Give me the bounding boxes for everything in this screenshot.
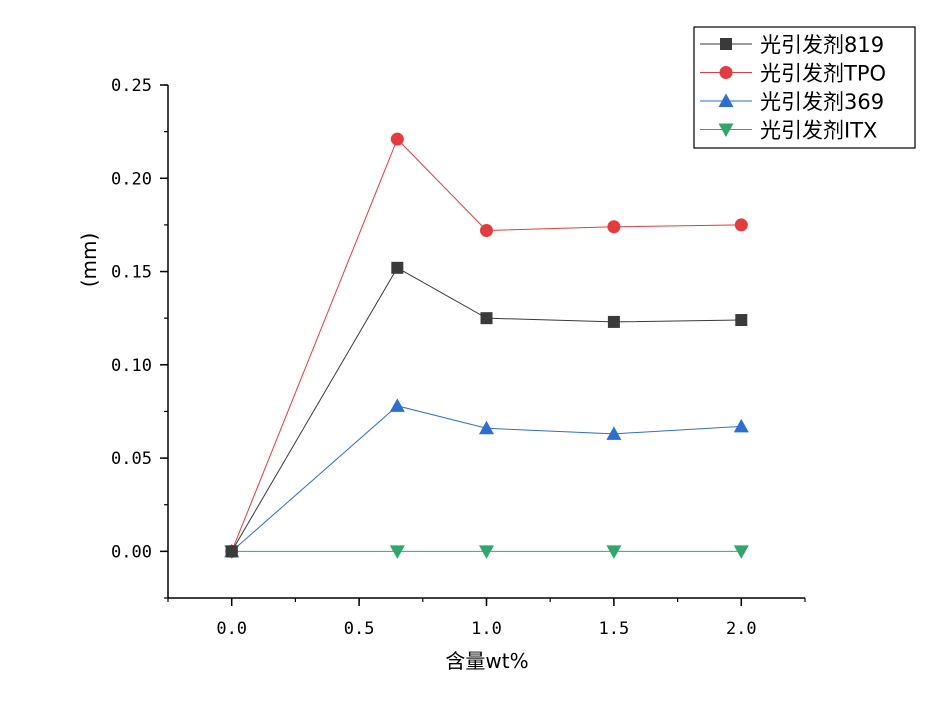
- legend-item: 光引发剂TPO: [700, 62, 886, 86]
- legend-marker: [719, 66, 733, 79]
- series-line: [231, 267, 742, 552]
- legend-marker: [720, 38, 732, 50]
- data-point: [389, 545, 405, 559]
- series-4: [224, 545, 749, 559]
- legend-label: 光引发剂TPO: [760, 62, 886, 86]
- legend: 光引发剂819 光引发剂TPO 光引发剂369 光引发剂ITX: [693, 26, 916, 149]
- data-point: [607, 315, 620, 328]
- legend-label: 光引发剂819: [760, 33, 884, 57]
- x-tick-label: 1.0: [471, 619, 502, 639]
- y-tick-label: 0.00: [111, 542, 152, 562]
- data-point: [479, 420, 494, 435]
- data-point: [734, 218, 748, 232]
- x-tick-label: 0.5: [344, 619, 375, 639]
- series-3: [224, 398, 749, 558]
- x-tick-label: 2.0: [726, 619, 757, 639]
- legend-item: 光引发剂819: [700, 33, 884, 57]
- axes: 0.00 0.05 0.10 0.15 0.20 0.25 0.0 0.5 1.0 1.5 2.0: [111, 76, 806, 639]
- x-tick-label: 1.5: [599, 619, 630, 639]
- legend-label: 光引发剂ITX: [760, 119, 877, 143]
- legend-marker: [718, 93, 734, 107]
- data-point: [479, 545, 494, 559]
- series-1: [225, 261, 748, 558]
- series-line: [231, 138, 742, 552]
- y-axis-title: (mm): [77, 233, 101, 288]
- legend-marker: [718, 123, 734, 137]
- data-point: [733, 545, 749, 559]
- y-tick-label: 0.10: [111, 356, 152, 376]
- legend-item: 光引发剂369: [700, 90, 884, 114]
- data-point: [606, 545, 622, 559]
- data-point: [735, 314, 748, 327]
- data-point: [607, 220, 621, 234]
- y-tick-label: 0.20: [111, 169, 152, 189]
- data-point: [225, 545, 238, 558]
- data-point: [389, 398, 405, 412]
- y-tick-label: 0.05: [111, 449, 152, 469]
- data-point: [606, 426, 622, 440]
- data-point: [733, 418, 749, 433]
- y-tick-label: 0.15: [111, 263, 152, 283]
- series-2: [225, 132, 748, 558]
- legend-item: 光引发剂ITX: [700, 119, 877, 143]
- legend-label: 光引发剂369: [760, 90, 884, 114]
- data-point: [480, 312, 493, 325]
- data-point: [390, 132, 404, 146]
- x-axis-title: 含量wt%: [445, 649, 528, 673]
- x-tick-label: 0.0: [216, 619, 247, 639]
- plot-series: [224, 132, 749, 559]
- y-tick-label: 0.25: [111, 76, 152, 96]
- data-point: [480, 224, 493, 238]
- data-point: [391, 261, 404, 274]
